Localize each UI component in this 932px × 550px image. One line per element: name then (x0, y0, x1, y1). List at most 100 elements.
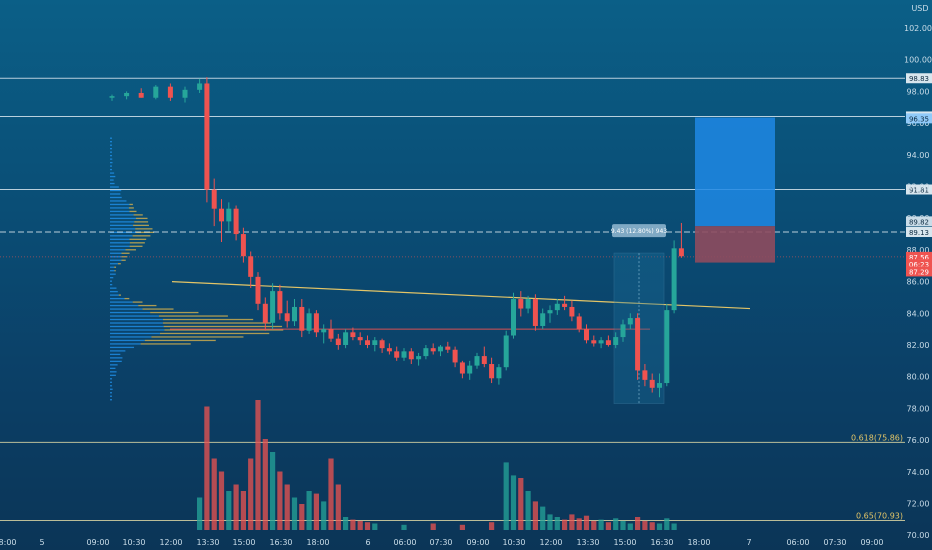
price-tag (906, 113, 932, 124)
horizontal-level-tag (906, 73, 932, 84)
time-tick-label[interactable]: 6 (365, 538, 370, 547)
price-tag (906, 259, 932, 270)
time-tick-label[interactable]: 09:00 (86, 538, 109, 547)
vp-bar-value-area (142, 308, 174, 310)
horizontal-level-tag (906, 184, 932, 195)
price-tick-label[interactable]: 76.00 (907, 436, 930, 445)
price-tick-label[interactable]: 84.00 (907, 309, 930, 318)
vp-bar (110, 242, 130, 244)
price-tick-label[interactable]: 92.00 (907, 183, 930, 192)
vp-bar (110, 336, 152, 338)
vp-bar (110, 249, 126, 251)
time-tick-label[interactable]: 12:00 (159, 538, 182, 547)
vp-bar (110, 196, 122, 199)
vp-bar (110, 297, 125, 300)
vp-bar (110, 210, 130, 213)
time-tick-label[interactable]: 13:30 (196, 538, 219, 547)
time-axis[interactable]: 18:00 5 09:00 10:30 12:00 13:30 15:00 16:30 18:0… (0, 538, 884, 547)
horizontal-level-tag (906, 226, 932, 237)
time-tick-label[interactable]: 5 (39, 538, 44, 547)
vp-bar-value-area (135, 228, 153, 230)
volume-bar (591, 520, 597, 530)
vp-bar (110, 158, 113, 160)
vp-bar (110, 203, 130, 206)
candle-body (613, 337, 619, 345)
vp-bar (110, 353, 121, 356)
candle-body (627, 318, 633, 325)
price-tick-label[interactable]: 78.00 (907, 404, 930, 413)
price-tick-label[interactable]: 86.00 (907, 278, 930, 287)
vp-bar (110, 343, 141, 345)
volume-bar (605, 522, 611, 530)
time-tick-label[interactable]: 18:00 (0, 538, 17, 547)
time-tick-label[interactable]: 13:30 (576, 538, 599, 547)
candle-body (635, 318, 641, 371)
vp-bar (110, 252, 122, 254)
vp-bar-value-area (133, 224, 149, 227)
volume-bar (218, 471, 225, 530)
price-tick-label[interactable]: 96.00 (907, 119, 930, 128)
candle-body (240, 234, 246, 257)
vp-bar (110, 217, 136, 220)
candle-body (401, 351, 407, 358)
vp-bar (110, 374, 116, 376)
vp-bar (110, 172, 115, 174)
price-tick-label[interactable]: 70.00 (907, 531, 930, 540)
price-tick-label[interactable]: 88.00 (907, 246, 930, 255)
vp-bar-value-area (162, 318, 254, 321)
vp-bar (110, 266, 115, 268)
time-tick-label[interactable]: 06:00 (786, 538, 809, 547)
vp-bar (110, 381, 112, 383)
candle-body (109, 96, 115, 98)
time-tick-label[interactable]: 09:00 (466, 538, 489, 547)
time-tick-label[interactable]: 10:30 (502, 538, 525, 547)
vp-bar-value-area (138, 304, 157, 307)
time-tick-label[interactable]: 06:00 (393, 538, 416, 547)
time-tick-label[interactable]: 07:30 (429, 538, 452, 547)
vp-bar (110, 388, 113, 390)
price-tag-label: 06:23 (909, 261, 929, 269)
vp-bar (110, 161, 113, 164)
vp-bar (110, 221, 135, 223)
candle-body (386, 348, 392, 352)
vp-bar (110, 304, 139, 307)
volume-bar (270, 452, 276, 530)
volume-bar (321, 501, 327, 530)
volume-bar (503, 462, 509, 530)
candle-body (226, 208, 232, 222)
vp-bar (110, 287, 117, 289)
candle-body (153, 86, 159, 98)
time-tick-label[interactable]: 16:30 (269, 538, 292, 547)
volume-bar (562, 519, 568, 530)
candle-body (474, 356, 480, 366)
vp-bar (110, 231, 137, 233)
price-tick-label[interactable]: 82.00 (907, 341, 930, 350)
time-tick-label[interactable]: 16:30 (650, 538, 673, 547)
time-tick-label[interactable]: 15:00 (232, 538, 255, 547)
time-tick-label[interactable]: 7 (746, 538, 751, 547)
vp-bar (110, 214, 134, 216)
price-tick-label[interactable]: 102.00 (904, 24, 932, 33)
price-tick-label[interactable]: 80.00 (907, 373, 930, 382)
volume-bar (635, 517, 641, 530)
candle-body (438, 346, 443, 352)
time-tick-label[interactable]: 10:30 (122, 538, 145, 547)
price-tick-label[interactable]: 98.00 (907, 87, 930, 96)
time-tick-label[interactable]: 15:00 (613, 538, 636, 547)
price-tick-label[interactable]: 100.00 (904, 56, 932, 65)
time-tick-label[interactable]: 07:30 (823, 538, 846, 547)
volume-bar (576, 518, 582, 530)
candle-body (255, 276, 261, 304)
time-tick-label[interactable]: 18:00 (687, 538, 710, 547)
time-tick-label[interactable]: 18:00 (306, 538, 329, 547)
price-tick-label[interactable]: 72.00 (907, 500, 930, 509)
candle-body (671, 248, 677, 311)
volume-bar (627, 523, 633, 530)
price-axis[interactable]: 102.00100.0098.0096.0094.0092.0090.0088.… (904, 24, 932, 540)
price-tick-label[interactable]: 94.00 (907, 151, 930, 160)
price-tick-label[interactable]: 74.00 (907, 468, 930, 477)
time-tick-label[interactable]: 12:00 (539, 538, 562, 547)
vp-bar-value-area (134, 221, 149, 223)
time-tick-label[interactable]: 09:00 (860, 538, 883, 547)
